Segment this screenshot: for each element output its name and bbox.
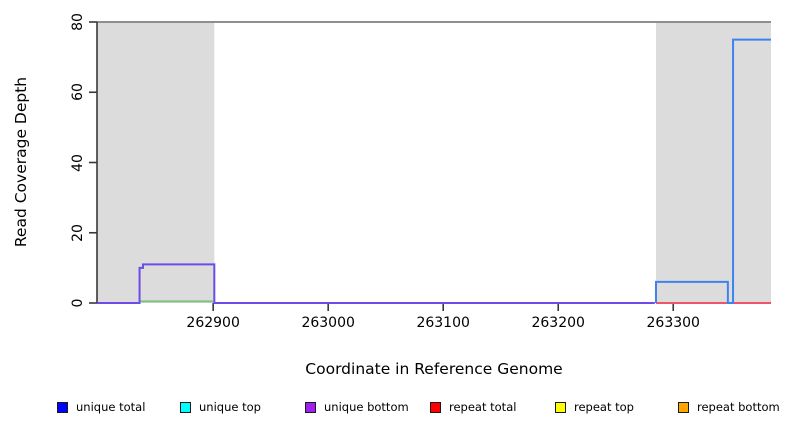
- legend-swatch-icon: [678, 401, 689, 413]
- legend-swatch-icon: [430, 401, 441, 413]
- legend-label: unique top: [199, 400, 261, 414]
- x-tick-label: 263100: [416, 315, 470, 331]
- legend-item-repeat-top: repeat top: [555, 399, 634, 415]
- legend-swatch-icon: [180, 401, 191, 413]
- y-tick-label: 40: [70, 153, 86, 172]
- legend-label: repeat total: [449, 400, 517, 414]
- legend-item-unique-bottom: unique bottom: [305, 399, 409, 415]
- legend-label: unique total: [76, 400, 146, 414]
- series-unique-bottom-step: [97, 263, 655, 304]
- x-axis-title: Coordinate in Reference Genome: [305, 360, 563, 378]
- y-axis-title: Read Coverage Depth: [12, 76, 30, 248]
- legend-swatch-icon: [555, 401, 566, 413]
- legend-swatch-icon: [305, 401, 316, 413]
- x-tick-label: 262900: [186, 315, 240, 331]
- y-tick-label: 20: [70, 223, 86, 242]
- legend-item-unique-top: unique top: [180, 399, 261, 415]
- shaded-region: [97, 22, 215, 303]
- x-tick-label: 263000: [301, 315, 355, 331]
- shaded-region: [655, 22, 771, 303]
- legend-label: unique bottom: [324, 400, 409, 414]
- legend-item-repeat-total: repeat total: [430, 399, 516, 415]
- legend-label: repeat bottom: [697, 400, 780, 414]
- y-tick-label: 0: [70, 298, 86, 308]
- x-tick-label: 263300: [646, 315, 700, 331]
- legend-item-unique-total: unique total: [57, 399, 145, 415]
- legend-item-repeat-bottom: repeat bottom: [678, 399, 780, 415]
- legend-swatch-icon: [57, 401, 68, 413]
- series-unique-total-steps: [654, 38, 771, 304]
- y-tick-label: 80: [70, 13, 86, 31]
- x-tick-label: 263200: [531, 315, 585, 331]
- y-tick-label: 60: [70, 83, 86, 102]
- legend-label: repeat top: [574, 400, 634, 414]
